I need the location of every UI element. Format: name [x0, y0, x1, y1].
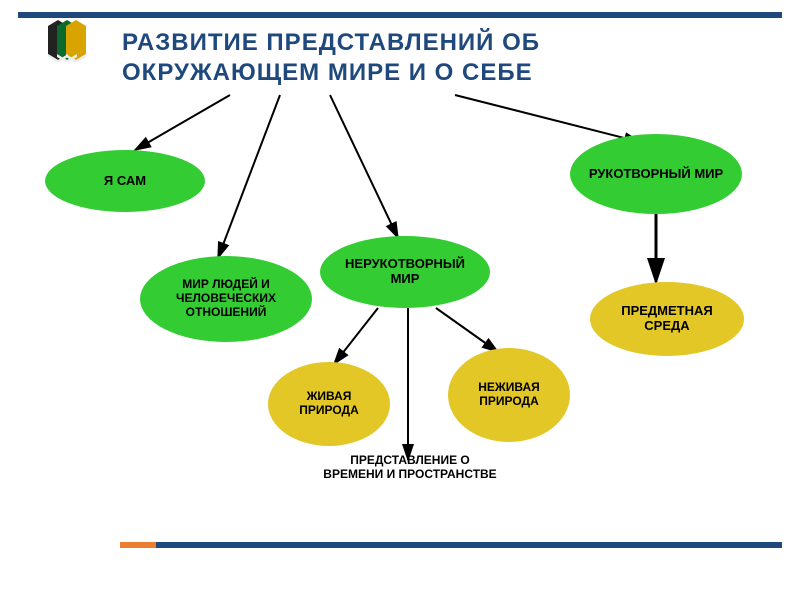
node-living: ЖИВАЯ ПРИРОДА: [268, 362, 390, 446]
node-nonmanmade: НЕРУКОТВОРНЫЙ МИР: [320, 236, 490, 308]
bottom-accent: [120, 542, 156, 548]
node-nonliving: НЕЖИВАЯ ПРИРОДА: [448, 348, 570, 442]
node-self: Я САМ: [45, 150, 205, 212]
node-timespace: ПРЕДСТАВЛЕНИЕ О ВРЕМЕНИ И ПРОСТРАНСТВЕ: [322, 454, 498, 526]
bottom-border: [120, 542, 782, 548]
node-objectenv: ПРЕДМЕТНАЯ СРЕДА: [590, 282, 744, 356]
page-title: РАЗВИТИЕ ПРЕДСТАВЛЕНИЙ ОБ ОКРУЖАЮЩЕМ МИР…: [122, 28, 682, 88]
books-icon: [42, 18, 102, 62]
node-people: МИР ЛЮДЕЙ И ЧЕЛОВЕЧЕСКИХ ОТНОШЕНИЙ: [140, 256, 312, 342]
top-border: [18, 12, 782, 18]
node-manmade: РУКОТВОРНЫЙ МИР: [570, 134, 742, 214]
